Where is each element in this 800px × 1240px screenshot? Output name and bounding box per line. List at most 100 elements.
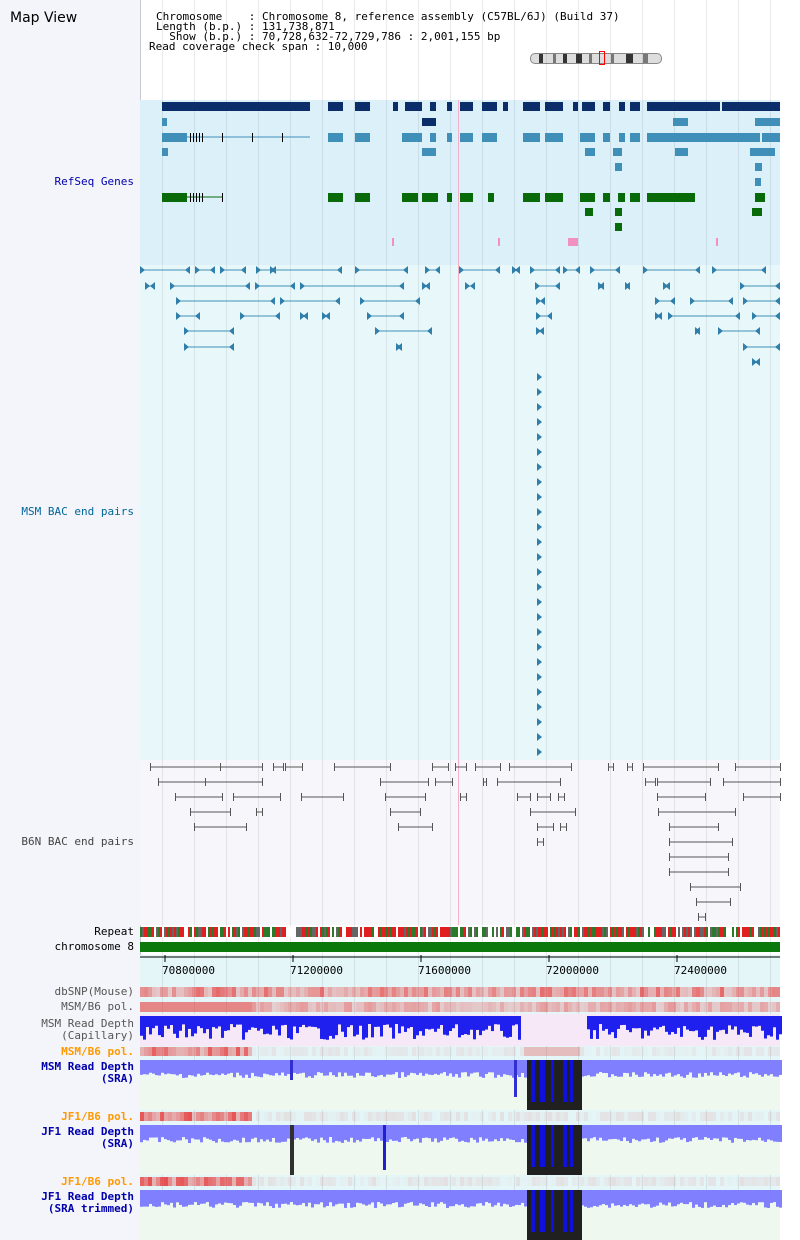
density-cell <box>272 1002 276 1012</box>
density-cell <box>304 987 308 997</box>
density-cell <box>740 1112 744 1121</box>
density-cell <box>640 987 644 997</box>
repeat-feature <box>368 927 370 937</box>
depth-bar <box>476 1060 479 1073</box>
depth-bar <box>464 1190 467 1207</box>
depth-bar <box>551 1190 554 1232</box>
density-cell <box>320 1002 324 1012</box>
density-cell <box>540 987 544 997</box>
depth-bar <box>434 1060 437 1074</box>
repeat-feature <box>228 927 230 937</box>
depth-bar <box>570 1060 573 1102</box>
depth-bar <box>734 1016 737 1027</box>
density-cell <box>484 1112 488 1121</box>
repeat-feature <box>408 927 410 937</box>
bac-end-marker <box>698 913 699 921</box>
density-cell <box>232 1002 236 1012</box>
gene-feature <box>460 102 473 111</box>
density-cell <box>308 1047 312 1056</box>
repeat-feature <box>728 927 730 937</box>
bac-end-marker <box>205 778 206 786</box>
depth-bar <box>485 1190 488 1203</box>
depth-bar <box>521 1125 524 1140</box>
density-cell <box>516 1047 520 1056</box>
depth-bar <box>476 1016 479 1030</box>
bac-end-marker <box>280 793 281 801</box>
chromosome-ideogram[interactable] <box>530 53 662 64</box>
depth-bar <box>695 1125 698 1138</box>
density-cell <box>716 1177 720 1186</box>
bac-end-marker <box>555 282 560 290</box>
repeat-feature <box>662 927 664 937</box>
depth-spike <box>290 1060 293 1080</box>
density-cell <box>756 987 760 997</box>
density-cell <box>524 1047 528 1056</box>
density-cell <box>664 1112 668 1121</box>
depth-bar <box>209 1190 212 1207</box>
bac-end-marker <box>448 763 449 771</box>
density-cell <box>220 987 224 997</box>
repeat-feature <box>282 927 284 937</box>
depth-bar <box>563 1190 567 1232</box>
repeat-feature <box>306 927 308 937</box>
depth-bar <box>374 1016 377 1027</box>
depth-bar <box>770 1125 773 1141</box>
depth-bar <box>722 1190 725 1205</box>
density-cell <box>316 1002 320 1012</box>
density-cell <box>464 1112 468 1121</box>
repeat-feature <box>326 927 328 937</box>
depth-bar <box>662 1060 665 1077</box>
depth-bar <box>488 1190 491 1204</box>
depth-bar <box>392 1060 395 1075</box>
depth-bar <box>494 1060 497 1078</box>
density-cell <box>736 1047 740 1056</box>
density-cell <box>340 987 344 997</box>
depth-bar <box>170 1060 173 1075</box>
bac-end-marker <box>435 266 440 274</box>
repeat-feature <box>434 927 436 937</box>
bac-end-marker <box>657 778 658 786</box>
depth-bar <box>767 1016 770 1036</box>
depth-bar <box>278 1016 281 1036</box>
depth-bar <box>461 1060 464 1073</box>
density-cell <box>432 1112 436 1121</box>
repeat-feature <box>528 927 530 937</box>
depth-bar <box>203 1190 206 1204</box>
density-cell <box>712 1047 716 1056</box>
depth-bar <box>434 1190 437 1207</box>
density-cell <box>600 1112 604 1121</box>
gene-feature <box>603 133 610 142</box>
gene-exon <box>199 193 200 202</box>
density-cell <box>600 1002 604 1012</box>
depth-bar <box>281 1060 284 1073</box>
density-cell <box>724 1047 728 1056</box>
gene-feature <box>482 102 497 111</box>
depth-bar <box>395 1125 398 1141</box>
density-cell <box>268 1002 272 1012</box>
repeat-feature <box>696 927 698 937</box>
depth-bar <box>749 1016 752 1037</box>
repeat-feature <box>292 927 294 937</box>
repeat-feature <box>246 927 248 937</box>
density-cell <box>364 1002 368 1012</box>
depth-bar <box>593 1060 596 1077</box>
density-cell <box>732 1002 736 1012</box>
depth-bar <box>401 1125 404 1138</box>
depth-bar <box>479 1016 482 1036</box>
density-cell <box>332 1002 336 1012</box>
repeat-feature <box>594 927 596 937</box>
density-cell <box>760 1002 764 1012</box>
bac-end-marker <box>627 763 628 771</box>
density-cell <box>372 1177 376 1186</box>
density-cell <box>304 1002 308 1012</box>
repeat-feature <box>592 927 594 937</box>
density-cell <box>240 987 244 997</box>
jf1-b6-pol-trimmed-label: JF1/B6 pol. <box>61 1175 134 1188</box>
depth-bar <box>341 1016 344 1032</box>
current-region-marker <box>599 51 605 65</box>
depth-bar <box>692 1060 695 1078</box>
depth-bar <box>758 1016 761 1026</box>
density-cell <box>424 1047 428 1056</box>
bac-end-marker <box>705 793 706 801</box>
